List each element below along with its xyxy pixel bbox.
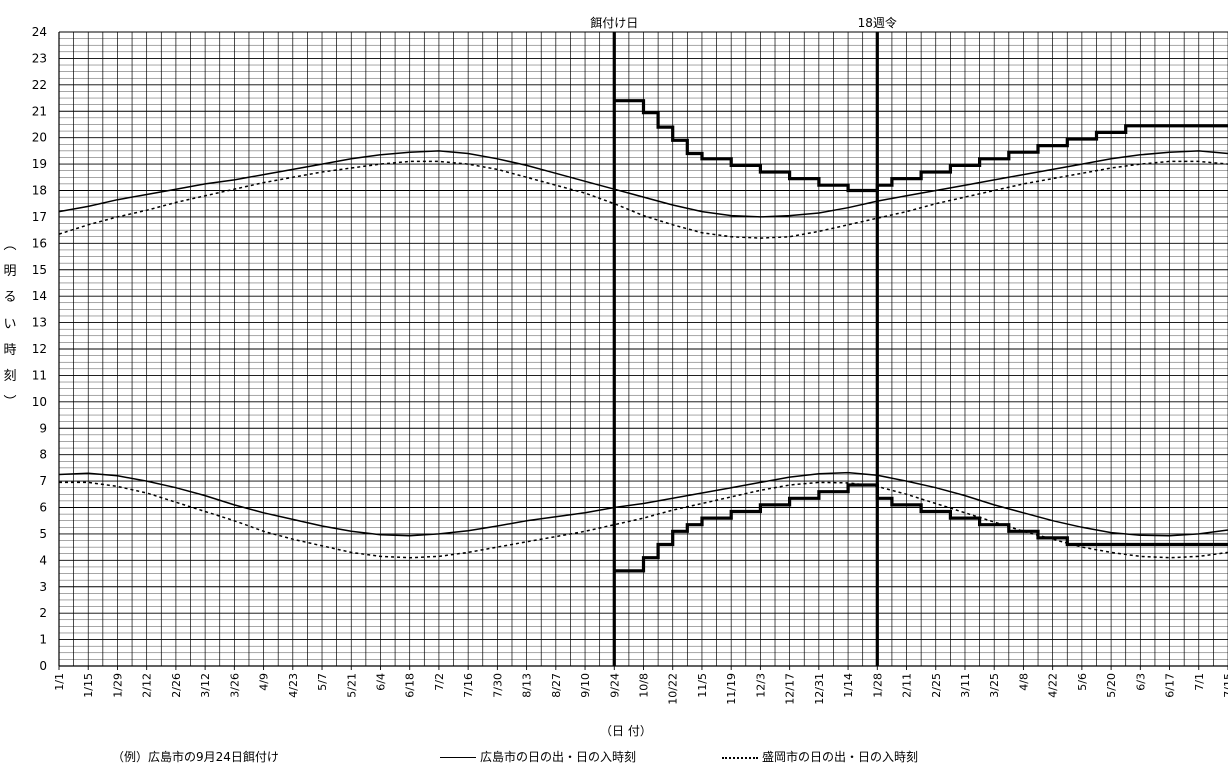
x-tick-label: 2/25 — [930, 673, 943, 698]
x-tick-label: 5/20 — [1105, 673, 1118, 698]
y-axis-label-char: 明 — [3, 264, 17, 280]
series-line-solid-sunrise — [58, 471, 1228, 537]
x-tick-label: 7/15 — [1222, 673, 1228, 698]
x-tick-label: 12/17 — [784, 673, 797, 705]
annotations: 餌付け日 18週令 — [590, 15, 897, 666]
x-tick-label: 6/3 — [1134, 673, 1147, 691]
y-tick-label: 3 — [39, 580, 47, 594]
axes: 0123456789101112131415161718192021222324… — [32, 25, 1228, 705]
annotation-label: 18週令 — [858, 15, 897, 30]
y-tick-label: 7 — [39, 474, 47, 488]
x-tick-label: 6/4 — [374, 673, 387, 691]
x-tick-label: 8/27 — [550, 673, 563, 698]
x-tick-label: 10/8 — [638, 673, 651, 698]
series-line-dotted-sunset — [58, 160, 1228, 239]
y-tick-label: 1 — [39, 633, 47, 647]
y-tick-label: 15 — [32, 263, 47, 277]
y-tick-label: 6 — [39, 501, 47, 515]
y-tick-label: 12 — [32, 342, 47, 356]
x-tick-label: 11/5 — [696, 673, 709, 698]
y-tick-label: 18 — [32, 184, 47, 198]
y-tick-label: 20 — [32, 131, 47, 145]
x-tick-label: 2/11 — [901, 673, 914, 698]
x-tick-label: 2/26 — [170, 673, 183, 698]
y-tick-label: 10 — [32, 395, 47, 409]
x-axis-label: （日 付） — [600, 724, 652, 738]
legend-item-morioka: 盛岡市の日の出・日の入時刻 — [722, 748, 918, 765]
x-tick-label: 6/18 — [404, 673, 417, 698]
x-tick-label: 3/11 — [959, 673, 972, 698]
series-line-dotted-sunrise — [59, 481, 1228, 559]
series-line-solid-sunset — [58, 150, 1228, 218]
legend-swatch-solid — [440, 757, 476, 758]
y-axis-label-char: い — [3, 316, 17, 332]
y-tick-label: 11 — [32, 368, 47, 382]
y-tick-label: 23 — [32, 51, 47, 65]
y-tick-label: 19 — [32, 157, 47, 171]
y-tick-label: 24 — [32, 25, 47, 39]
x-tick-label: 1/1 — [53, 673, 66, 691]
y-axis-label-char: 時 — [3, 342, 17, 358]
y-tick-label: 14 — [32, 289, 47, 303]
y-tick-label: 8 — [39, 448, 47, 462]
series-line-thick-step-start — [614, 483, 1228, 573]
y-tick-label: 2 — [39, 606, 47, 620]
y-tick-label: 4 — [39, 553, 47, 567]
x-tick-label: 2/12 — [141, 673, 154, 698]
x-tick-label: 10/22 — [667, 673, 680, 705]
x-tick-label: 1/28 — [871, 673, 884, 698]
y-tick-label: 21 — [32, 104, 47, 118]
example-note: （例）広島市の9月24日餌付け — [112, 748, 279, 765]
y-tick-label: 16 — [32, 236, 47, 250]
x-tick-label: 7/1 — [1193, 673, 1206, 691]
x-tick-label: 11/19 — [725, 673, 738, 705]
example-note-text: （例）広島市の9月24日餌付け — [112, 750, 279, 764]
x-tick-label: 7/16 — [462, 673, 475, 698]
x-tick-label: 5/7 — [316, 673, 329, 691]
x-tick-label: 4/22 — [1047, 673, 1060, 698]
x-tick-label: 1/15 — [82, 673, 95, 698]
x-tick-label: 5/6 — [1076, 673, 1089, 691]
y-tick-label: 5 — [39, 527, 47, 541]
x-tick-label: 1/14 — [842, 673, 855, 698]
x-tick-label: 4/23 — [287, 673, 300, 698]
legend-label-hiroshima: 広島市の日の出・日の入時刻 — [480, 750, 637, 764]
x-tick-label: 3/25 — [988, 673, 1001, 698]
annotation-label: 餌付け日 — [590, 15, 638, 30]
y-axis-label-char: 刻 — [3, 369, 17, 385]
x-tick-label: 5/21 — [345, 673, 358, 698]
x-tick-label: 9/10 — [579, 673, 592, 698]
y-tick-label: 13 — [32, 316, 47, 330]
x-tick-label: 3/26 — [228, 673, 241, 698]
y-tick-label: 9 — [39, 421, 47, 435]
y-tick-label: 17 — [32, 210, 47, 224]
x-tick-label: 8/13 — [521, 673, 534, 698]
y-tick-label: 22 — [32, 78, 47, 92]
legend-swatch-dotted — [722, 756, 758, 759]
y-axis-label-char: る — [3, 290, 17, 306]
x-tick-label: 4/9 — [258, 673, 271, 691]
x-tick-label: 3/12 — [199, 673, 212, 698]
y-axis-label-char: ︵ — [3, 238, 17, 253]
x-tick-label: 12/3 — [754, 673, 767, 698]
x-tick-label: 12/31 — [813, 673, 826, 705]
x-tick-label: 9/24 — [608, 673, 621, 698]
x-tick-label: 1/29 — [111, 673, 124, 698]
y-tick-label: 0 — [39, 659, 47, 673]
x-tick-label: 7/2 — [433, 673, 446, 691]
legend-label-morioka: 盛岡市の日の出・日の入時刻 — [762, 750, 919, 764]
legend-item-hiroshima: 広島市の日の出・日の入時刻 — [440, 748, 636, 765]
y-axis-label-char: ︶ — [3, 395, 17, 411]
x-tick-label: 4/8 — [1017, 673, 1030, 691]
x-tick-label: 7/30 — [491, 673, 504, 698]
x-tick-label: 6/17 — [1164, 673, 1177, 698]
y-axis-label: ︵ 明るい時刻 ︶ — [2, 233, 18, 416]
